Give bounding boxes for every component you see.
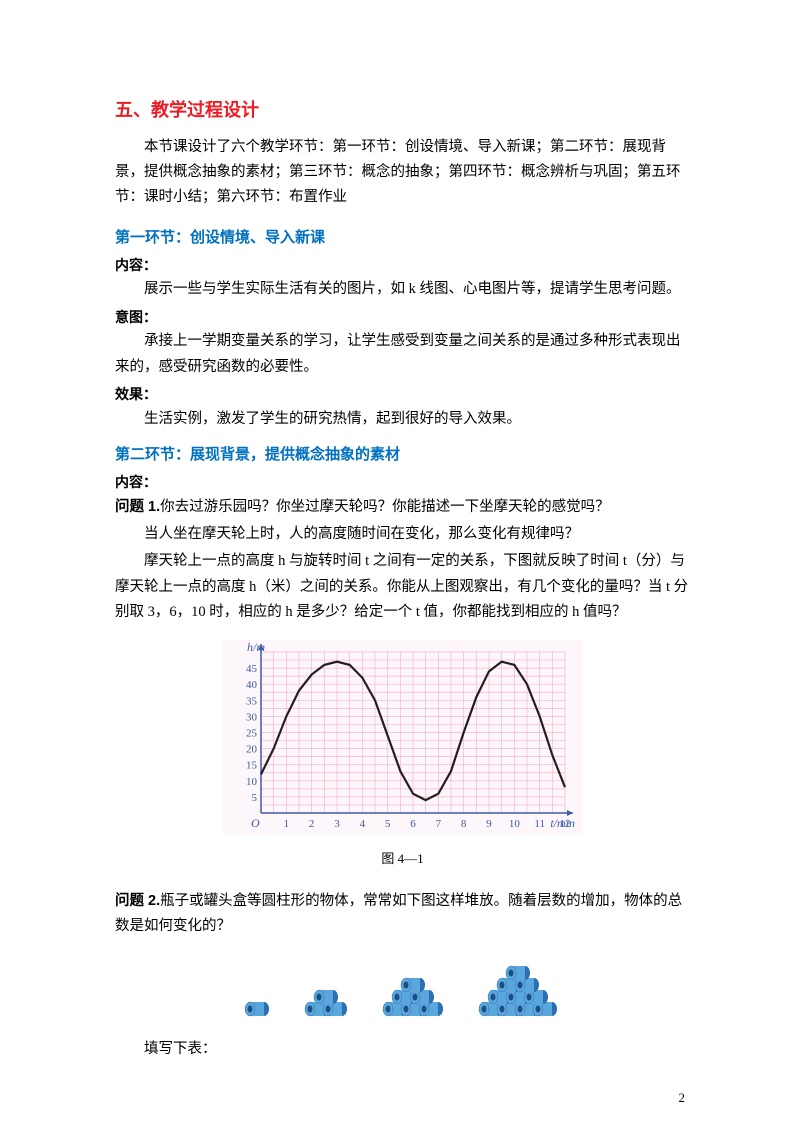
svg-text:8: 8 bbox=[460, 818, 466, 830]
content-label-2: 内容： bbox=[115, 470, 690, 495]
q2-label: 问题 2. bbox=[115, 893, 160, 909]
svg-text:5: 5 bbox=[251, 791, 257, 803]
cylinder-stack bbox=[240, 989, 278, 1026]
q1-line3: 摩天轮上一点的高度 h 与旋转时间 t 之间有一定的关系，下图就反映了时间 t（… bbox=[115, 549, 690, 625]
svg-text:2: 2 bbox=[308, 818, 314, 830]
intent-text: 承接上一学期变量关系的学习，让学生感受到变量之间关系的是通过多种形式表现出来的，… bbox=[115, 329, 690, 380]
section-2-title: 第二环节：展现背景，提供概念抽象的素材 bbox=[115, 442, 690, 468]
question-1: 问题 1.你去过游乐园吗？你坐过摩天轮吗？你能描述一下坐摩天轮的感觉吗？ bbox=[115, 495, 690, 520]
ferris-wheel-chart: 51015202530354045123456789101112h/mt/min… bbox=[223, 640, 583, 835]
svg-text:40: 40 bbox=[246, 679, 258, 691]
svg-text:7: 7 bbox=[435, 818, 441, 830]
cylinder-stacks bbox=[115, 953, 690, 1026]
svg-text:45: 45 bbox=[246, 663, 258, 675]
chart-caption: 图 4—1 bbox=[115, 848, 690, 871]
svg-text:1: 1 bbox=[283, 818, 289, 830]
intent-label: 意图： bbox=[115, 305, 690, 330]
main-heading: 五、教学过程设计 bbox=[115, 95, 690, 127]
section-1: 第一环节：创设情境、导入新课 内容： 展示一些与学生实际生活有关的图片，如 k … bbox=[115, 225, 690, 432]
q1-label: 问题 1. bbox=[115, 499, 160, 515]
svg-text:15: 15 bbox=[246, 759, 258, 771]
fill-table-text: 填写下表： bbox=[115, 1037, 690, 1062]
svg-text:h/m: h/m bbox=[247, 640, 265, 654]
svg-text:25: 25 bbox=[246, 727, 258, 739]
svg-text:t/min: t/min bbox=[550, 816, 575, 830]
section-2: 第二环节：展现背景，提供概念抽象的素材 内容： 问题 1.你去过游乐园吗？你坐过… bbox=[115, 442, 690, 1062]
intro-para: 本节课设计了六个教学环节：第一环节：创设情境、导入新课；第二环节：展现背景，提供… bbox=[115, 135, 690, 211]
svg-text:11: 11 bbox=[534, 818, 545, 830]
chart-wrapper: 51015202530354045123456789101112h/mt/min… bbox=[115, 640, 690, 871]
q1-line1: 你去过游乐园吗？你坐过摩天轮吗？你能描述一下坐摩天轮的感觉吗？ bbox=[160, 499, 610, 515]
page-number: 2 bbox=[679, 1087, 686, 1110]
svg-text:35: 35 bbox=[246, 695, 258, 707]
svg-text:10: 10 bbox=[246, 775, 258, 787]
svg-text:5: 5 bbox=[384, 818, 390, 830]
svg-text:9: 9 bbox=[486, 818, 492, 830]
cylinder-stack bbox=[474, 953, 566, 1026]
cylinder-stack bbox=[300, 977, 356, 1026]
svg-text:4: 4 bbox=[359, 818, 365, 830]
q1-line2: 当人坐在摩天轮上时，人的高度随时间在变化，那么变化有规律吗？ bbox=[115, 522, 690, 547]
content-label: 内容： bbox=[115, 253, 690, 278]
q2-text: 瓶子或罐头盒等圆柱形的物体，常常如下图这样堆放。随着层数的增加，物体的总数是如何… bbox=[115, 893, 682, 934]
svg-text:O: O bbox=[251, 816, 260, 830]
effect-label: 效果： bbox=[115, 382, 690, 407]
cylinder-stack bbox=[378, 965, 452, 1026]
svg-text:6: 6 bbox=[410, 818, 416, 830]
effect-text: 生活实例，激发了学生的研究热情，起到很好的导入效果。 bbox=[115, 407, 690, 432]
section-1-title: 第一环节：创设情境、导入新课 bbox=[115, 225, 690, 251]
svg-text:10: 10 bbox=[508, 818, 520, 830]
svg-text:3: 3 bbox=[334, 818, 340, 830]
content-text: 展示一些与学生实际生活有关的图片，如 k 线图、心电图片等，提请学生思考问题。 bbox=[115, 277, 690, 302]
svg-text:20: 20 bbox=[246, 743, 258, 755]
question-2: 问题 2.瓶子或罐头盒等圆柱形的物体，常常如下图这样堆放。随着层数的增加，物体的… bbox=[115, 889, 690, 940]
svg-text:30: 30 bbox=[246, 711, 258, 723]
